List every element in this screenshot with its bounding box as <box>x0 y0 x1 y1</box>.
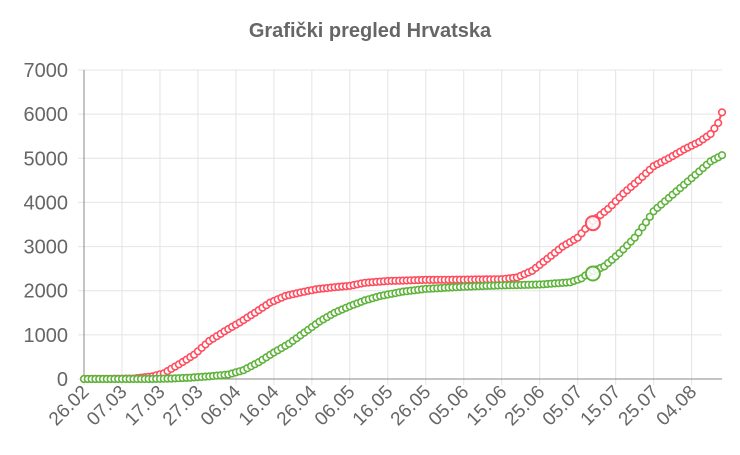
y-tick-label: 2000 <box>24 281 69 303</box>
x-tick-label: 27.03 <box>159 382 207 430</box>
data-point[interactable] <box>634 228 643 237</box>
series-1 <box>79 108 727 384</box>
x-tick-label: 04.08 <box>653 382 701 430</box>
y-tick-label: 6000 <box>24 104 69 126</box>
y-tick-label: 1000 <box>24 325 69 347</box>
data-point[interactable] <box>706 129 715 139</box>
x-tick-label: 16.05 <box>349 382 397 430</box>
y-tick-label: 5000 <box>24 148 69 170</box>
data-point[interactable] <box>641 218 651 227</box>
x-tick-label: 15.06 <box>463 382 511 430</box>
x-tick-label: 26.02 <box>45 382 93 430</box>
data-point[interactable] <box>714 118 723 128</box>
data-point[interactable] <box>717 108 727 117</box>
x-tick-label: 26.04 <box>273 381 322 430</box>
x-tick-label: 25.06 <box>501 382 549 430</box>
x-tick-label: 26.05 <box>387 382 435 430</box>
x-tick-label: 16.04 <box>235 381 284 430</box>
chart-title: Grafički pregled Hrvatska <box>248 20 492 42</box>
y-tick-label: 4000 <box>24 192 69 214</box>
x-tick-label: 06.04 <box>197 381 246 430</box>
x-tick-label: 06.05 <box>311 382 359 430</box>
data-point[interactable] <box>710 124 719 133</box>
data-point[interactable] <box>645 212 654 221</box>
x-tick-label: 17.03 <box>121 382 169 430</box>
y-tick-label: 7000 <box>24 60 69 82</box>
highlighted-point <box>584 215 601 232</box>
y-tick-label: 3000 <box>24 237 69 259</box>
x-tick-label: 07.03 <box>83 382 131 430</box>
x-tick-label: 25.07 <box>615 382 663 430</box>
series-2 <box>79 151 727 384</box>
x-tick-label: 05.07 <box>539 382 587 430</box>
x-tick-label: 15.07 <box>577 382 625 430</box>
data-point[interactable] <box>717 151 727 160</box>
x-tick-label: 05.06 <box>425 382 473 430</box>
highlighted-point <box>584 265 601 282</box>
y-tick-label: 0 <box>57 369 68 391</box>
